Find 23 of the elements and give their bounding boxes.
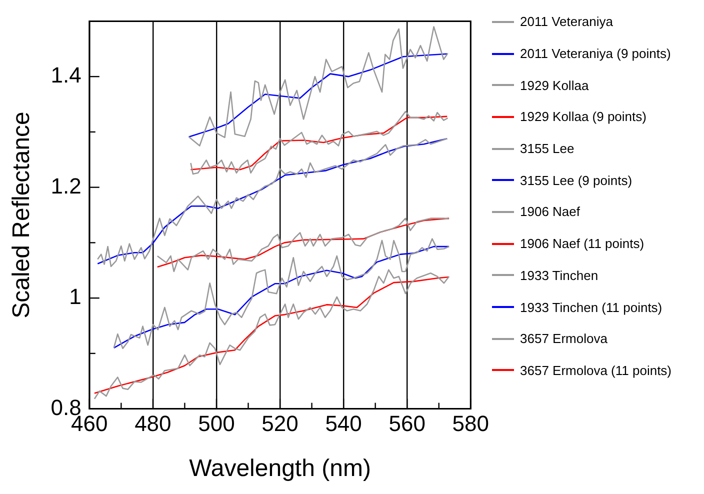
legend-label: 1933 Tinchen bbox=[520, 268, 598, 283]
legend-label: 1906 Naef (11 points) bbox=[520, 236, 644, 252]
x-tick-label: 480 bbox=[134, 411, 172, 436]
legend-label: 1906 Naef bbox=[520, 204, 580, 220]
x-axis-title: Wavelength (nm) bbox=[189, 455, 371, 482]
legend-label: 3155 Lee (9 points) bbox=[520, 172, 632, 188]
y-tick-label: 1.2 bbox=[50, 173, 82, 198]
legend-label: 3657 Ermolova (11 points) bbox=[520, 362, 672, 378]
x-tick-label: 520 bbox=[262, 411, 298, 436]
y-tick-label: 1.4 bbox=[50, 62, 82, 88]
legend-label: 1933 Tinchen (11 points) bbox=[520, 300, 662, 315]
legend-label: 2011 Veteraniya bbox=[520, 14, 613, 30]
legend-label: 1929 Kollaa (9 points) bbox=[520, 109, 646, 124]
x-tick-label: 540 bbox=[325, 411, 362, 436]
y-tick-label: 1 bbox=[69, 284, 82, 310]
legend-label: 2011 Veteraniya (9 points) bbox=[520, 46, 671, 62]
x-tick-label: 500 bbox=[198, 411, 235, 436]
legend-label: 1929 Kollaa bbox=[520, 78, 589, 93]
y-axis-title: Scaled Reflectance bbox=[8, 112, 36, 318]
legend-label: 3657 Ermolova bbox=[520, 331, 608, 346]
legend-label: 3155 Lee bbox=[520, 141, 574, 156]
x-tick-label: 580 bbox=[452, 411, 490, 436]
x-tick-label: 560 bbox=[388, 411, 426, 436]
